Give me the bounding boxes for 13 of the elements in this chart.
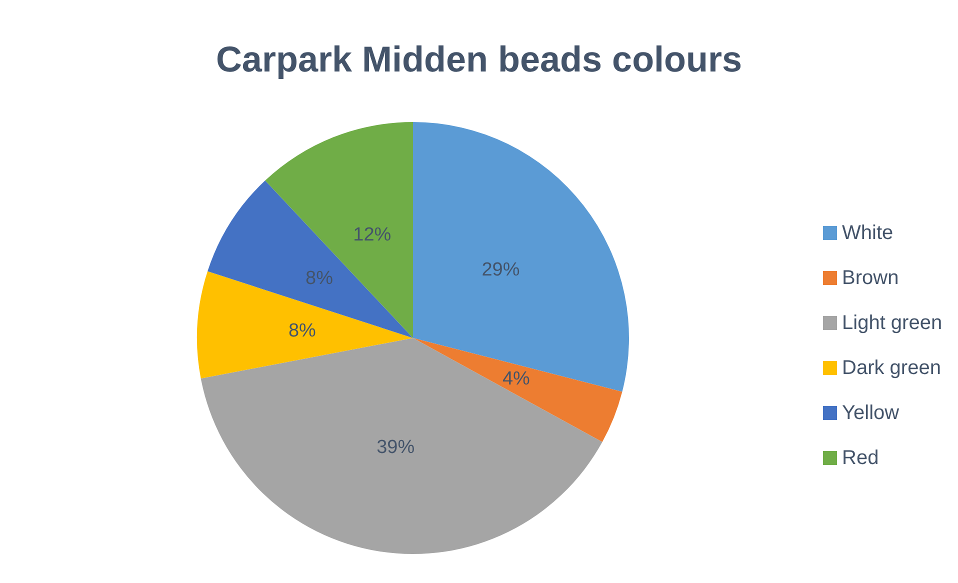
data-label: 8% — [306, 268, 334, 290]
data-label: 39% — [376, 437, 415, 458]
legend-label: Red — [842, 447, 879, 469]
data-label: 29% — [482, 259, 520, 280]
data-label: 4% — [502, 368, 530, 390]
legend-label: Dark green — [842, 357, 941, 379]
chart-title: Carpark Midden beads colours — [216, 38, 742, 80]
data-label: 12% — [353, 224, 392, 246]
legend-label: Light green — [842, 312, 942, 334]
data-label: 8% — [288, 320, 316, 342]
legend-label: Brown — [842, 267, 899, 289]
legend-label: White — [842, 222, 894, 244]
legend-label: Yellow — [842, 402, 900, 424]
